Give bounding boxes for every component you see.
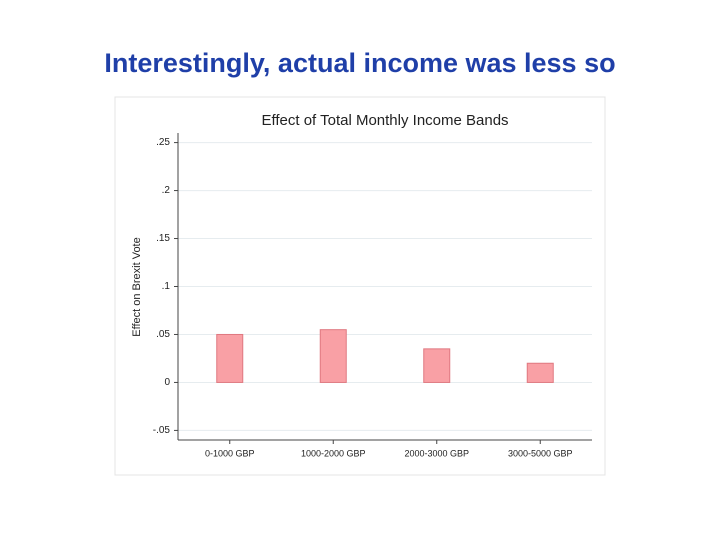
y-tick-label: .15	[156, 233, 170, 244]
bar	[423, 348, 451, 383]
x-tick-label: 0-1000 GBP	[205, 448, 255, 458]
slide-title: Interestingly, actual income was less so	[104, 48, 616, 78]
x-tick-label: 2000-3000 GBP	[404, 448, 469, 458]
y-tick-label: .1	[162, 281, 171, 292]
y-axis-label: Effect on Brexit Vote	[131, 237, 143, 336]
y-tick-label: .25	[156, 137, 170, 148]
y-tick-label: .05	[156, 329, 170, 340]
y-tick-label: .2	[162, 185, 171, 196]
chart-title: Effect of Total Monthly Income Bands	[261, 112, 508, 129]
bar	[526, 362, 554, 383]
bar	[216, 333, 244, 383]
x-tick-label: 3000-5000 GBP	[508, 448, 573, 458]
bar	[319, 329, 347, 383]
x-tick-label: 1000-2000 GBP	[301, 448, 366, 458]
y-tick-label: -.05	[153, 425, 171, 436]
y-tick-label: 0	[164, 377, 170, 388]
